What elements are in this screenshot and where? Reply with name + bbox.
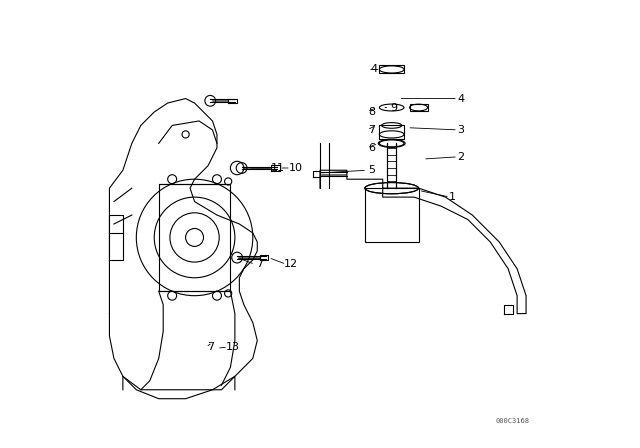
Text: 7: 7 xyxy=(368,125,375,135)
Text: 13: 13 xyxy=(226,342,239,352)
Text: 12: 12 xyxy=(284,259,298,269)
Bar xyxy=(365,188,419,242)
Text: 4: 4 xyxy=(370,65,378,74)
Text: 8: 8 xyxy=(368,107,375,117)
Text: 3: 3 xyxy=(458,125,465,135)
Bar xyxy=(410,104,428,111)
Text: 11: 11 xyxy=(271,163,284,173)
Text: 1: 1 xyxy=(449,192,456,202)
Text: 4: 4 xyxy=(458,94,465,103)
Text: 000C3168: 000C3168 xyxy=(495,418,530,424)
Text: 5: 5 xyxy=(368,165,375,175)
Text: 2: 2 xyxy=(458,152,465,162)
Text: 10: 10 xyxy=(289,163,302,173)
Text: 7: 7 xyxy=(256,259,263,269)
Bar xyxy=(379,65,404,73)
Text: 6: 6 xyxy=(368,143,375,153)
Text: 9: 9 xyxy=(390,103,397,112)
Text: 7: 7 xyxy=(207,342,214,352)
